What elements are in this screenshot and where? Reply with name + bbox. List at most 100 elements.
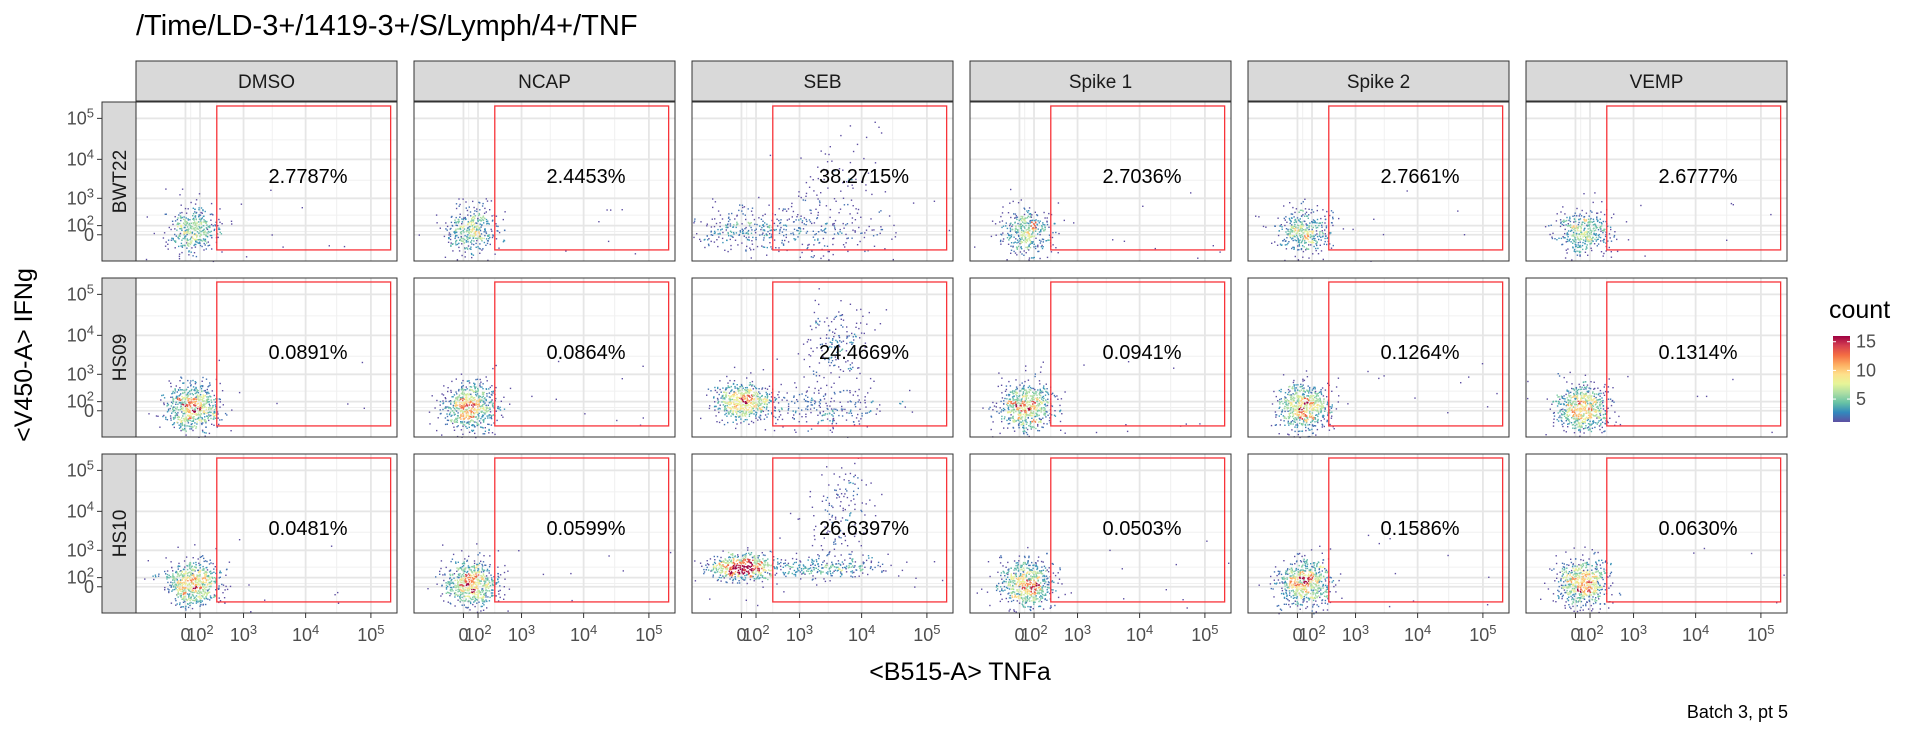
event-point [1057,202,1060,204]
event-point [180,389,182,391]
event-point [743,398,745,400]
event-point [1579,218,1582,220]
event-point [1046,404,1049,407]
event-point [171,412,173,414]
event-point [974,246,976,248]
event-point [487,417,489,419]
event-point [483,391,485,394]
event-point [864,402,866,404]
event-point [1010,234,1013,236]
event-point [764,213,766,215]
event-point [990,235,993,238]
event-point [189,406,192,409]
event-point [489,209,491,211]
event-point [173,422,176,424]
event-point [730,231,733,233]
event-point [721,419,723,421]
event-point [214,401,217,403]
event-point [1312,230,1315,232]
event-point [820,192,822,194]
event-point [834,346,836,348]
event-point [1024,409,1027,412]
event-point [468,404,471,406]
event-point [478,409,481,411]
event-point [1330,232,1332,234]
event-point [190,242,193,244]
event-point [817,214,819,216]
event-point [824,393,827,395]
event-point [187,386,189,388]
event-point [1309,222,1311,224]
event-point [193,418,195,420]
event-point [1373,218,1375,220]
event-point [196,394,199,396]
event-point [181,401,183,403]
event-point [202,385,204,387]
event-point [1022,426,1024,429]
event-point [750,406,753,408]
event-point [475,403,477,405]
event-point [202,225,205,227]
event-point [1315,242,1318,245]
event-point [170,385,172,388]
event-point [188,224,190,226]
event-point [195,398,198,400]
event-point [188,228,190,230]
event-point [736,409,739,411]
event-point [845,419,848,421]
event-point [1009,227,1012,229]
event-point [1023,233,1025,235]
event-point [174,417,176,419]
event-point [172,410,174,413]
gate-rectangle [772,281,948,427]
event-point [209,231,211,233]
event-point [865,229,868,231]
event-point [1324,215,1326,217]
event-point [1015,231,1018,233]
event-point [1051,405,1054,407]
event-point [1299,239,1301,241]
event-point [1032,420,1034,423]
event-point [809,176,812,178]
event-point [855,336,857,338]
event-point [197,239,199,241]
event-point [1019,403,1022,405]
event-point [469,231,472,233]
event-point [172,408,174,410]
event-point [753,405,756,407]
event-point [457,222,460,224]
event-point [180,425,182,427]
event-point [155,415,158,417]
event-point [1025,419,1027,421]
event-point [842,408,844,410]
event-point [461,397,464,400]
event-point [1584,233,1587,236]
event-point [712,206,714,209]
event-point [1587,240,1590,242]
event-point [776,218,778,220]
event-point [808,219,811,221]
event-point [721,237,724,240]
event-point [480,399,482,401]
event-point [1010,410,1013,412]
event-point [485,398,487,401]
event-point [1013,395,1015,397]
event-point [207,232,209,234]
event-point [453,401,455,403]
event-point [1023,401,1025,403]
event-point [739,414,741,417]
event-point [1572,231,1575,234]
event-point [706,394,708,396]
event-point [455,224,457,226]
event-point [458,395,461,397]
event-point [182,404,184,406]
event-point [1279,243,1282,245]
event-point [873,229,875,231]
event-point [832,331,834,333]
event-point [730,398,732,401]
event-point [1279,225,1281,227]
event-point [470,224,473,226]
event-point [453,402,456,405]
event-point [200,230,202,233]
event-point [1004,409,1006,411]
